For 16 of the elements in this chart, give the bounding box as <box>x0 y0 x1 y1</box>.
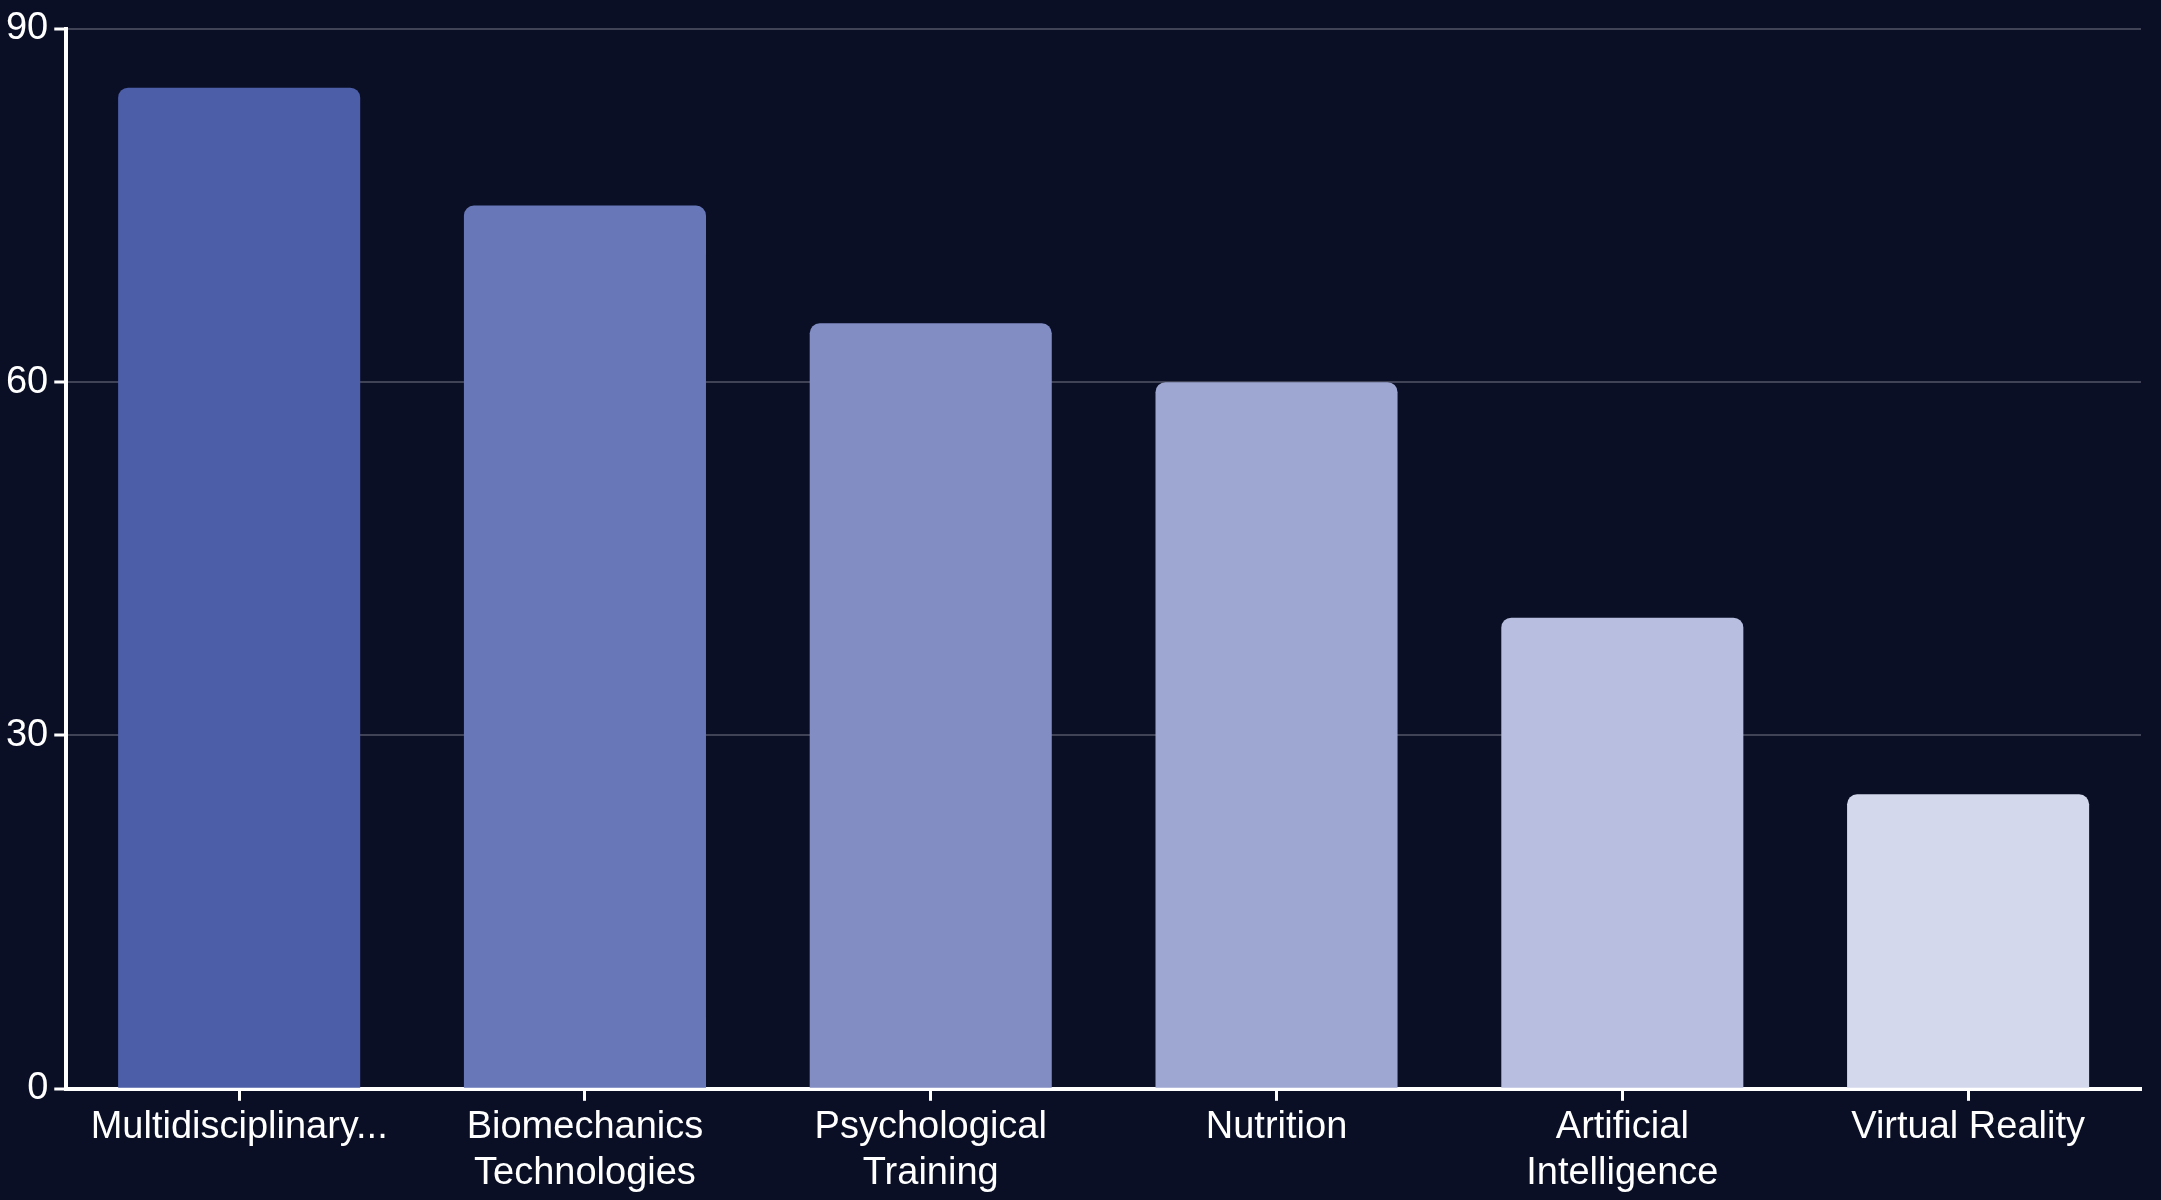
bar <box>809 323 1052 1088</box>
bar <box>1847 794 2090 1088</box>
bar <box>118 87 361 1088</box>
y-tick-label: 30 <box>5 711 49 754</box>
x-tick-label: Multidisciplinary... <box>90 1104 388 1147</box>
y-tick-label: 0 <box>27 1065 49 1108</box>
x-tick-label: Virtual Reality <box>1851 1104 2085 1147</box>
y-tick-label: 60 <box>5 358 49 401</box>
x-tick-label: Nutrition <box>1205 1104 1348 1147</box>
y-tick-label: 90 <box>5 5 49 48</box>
bar <box>463 205 706 1088</box>
x-tick-label: Artificial Intelligence <box>1526 1104 1719 1192</box>
x-tick-label: Psychological Training <box>814 1104 1047 1192</box>
x-tick-label: Biomechanics Technologies <box>466 1104 704 1192</box>
bar <box>1501 617 1744 1088</box>
bar <box>1155 382 1398 1088</box>
